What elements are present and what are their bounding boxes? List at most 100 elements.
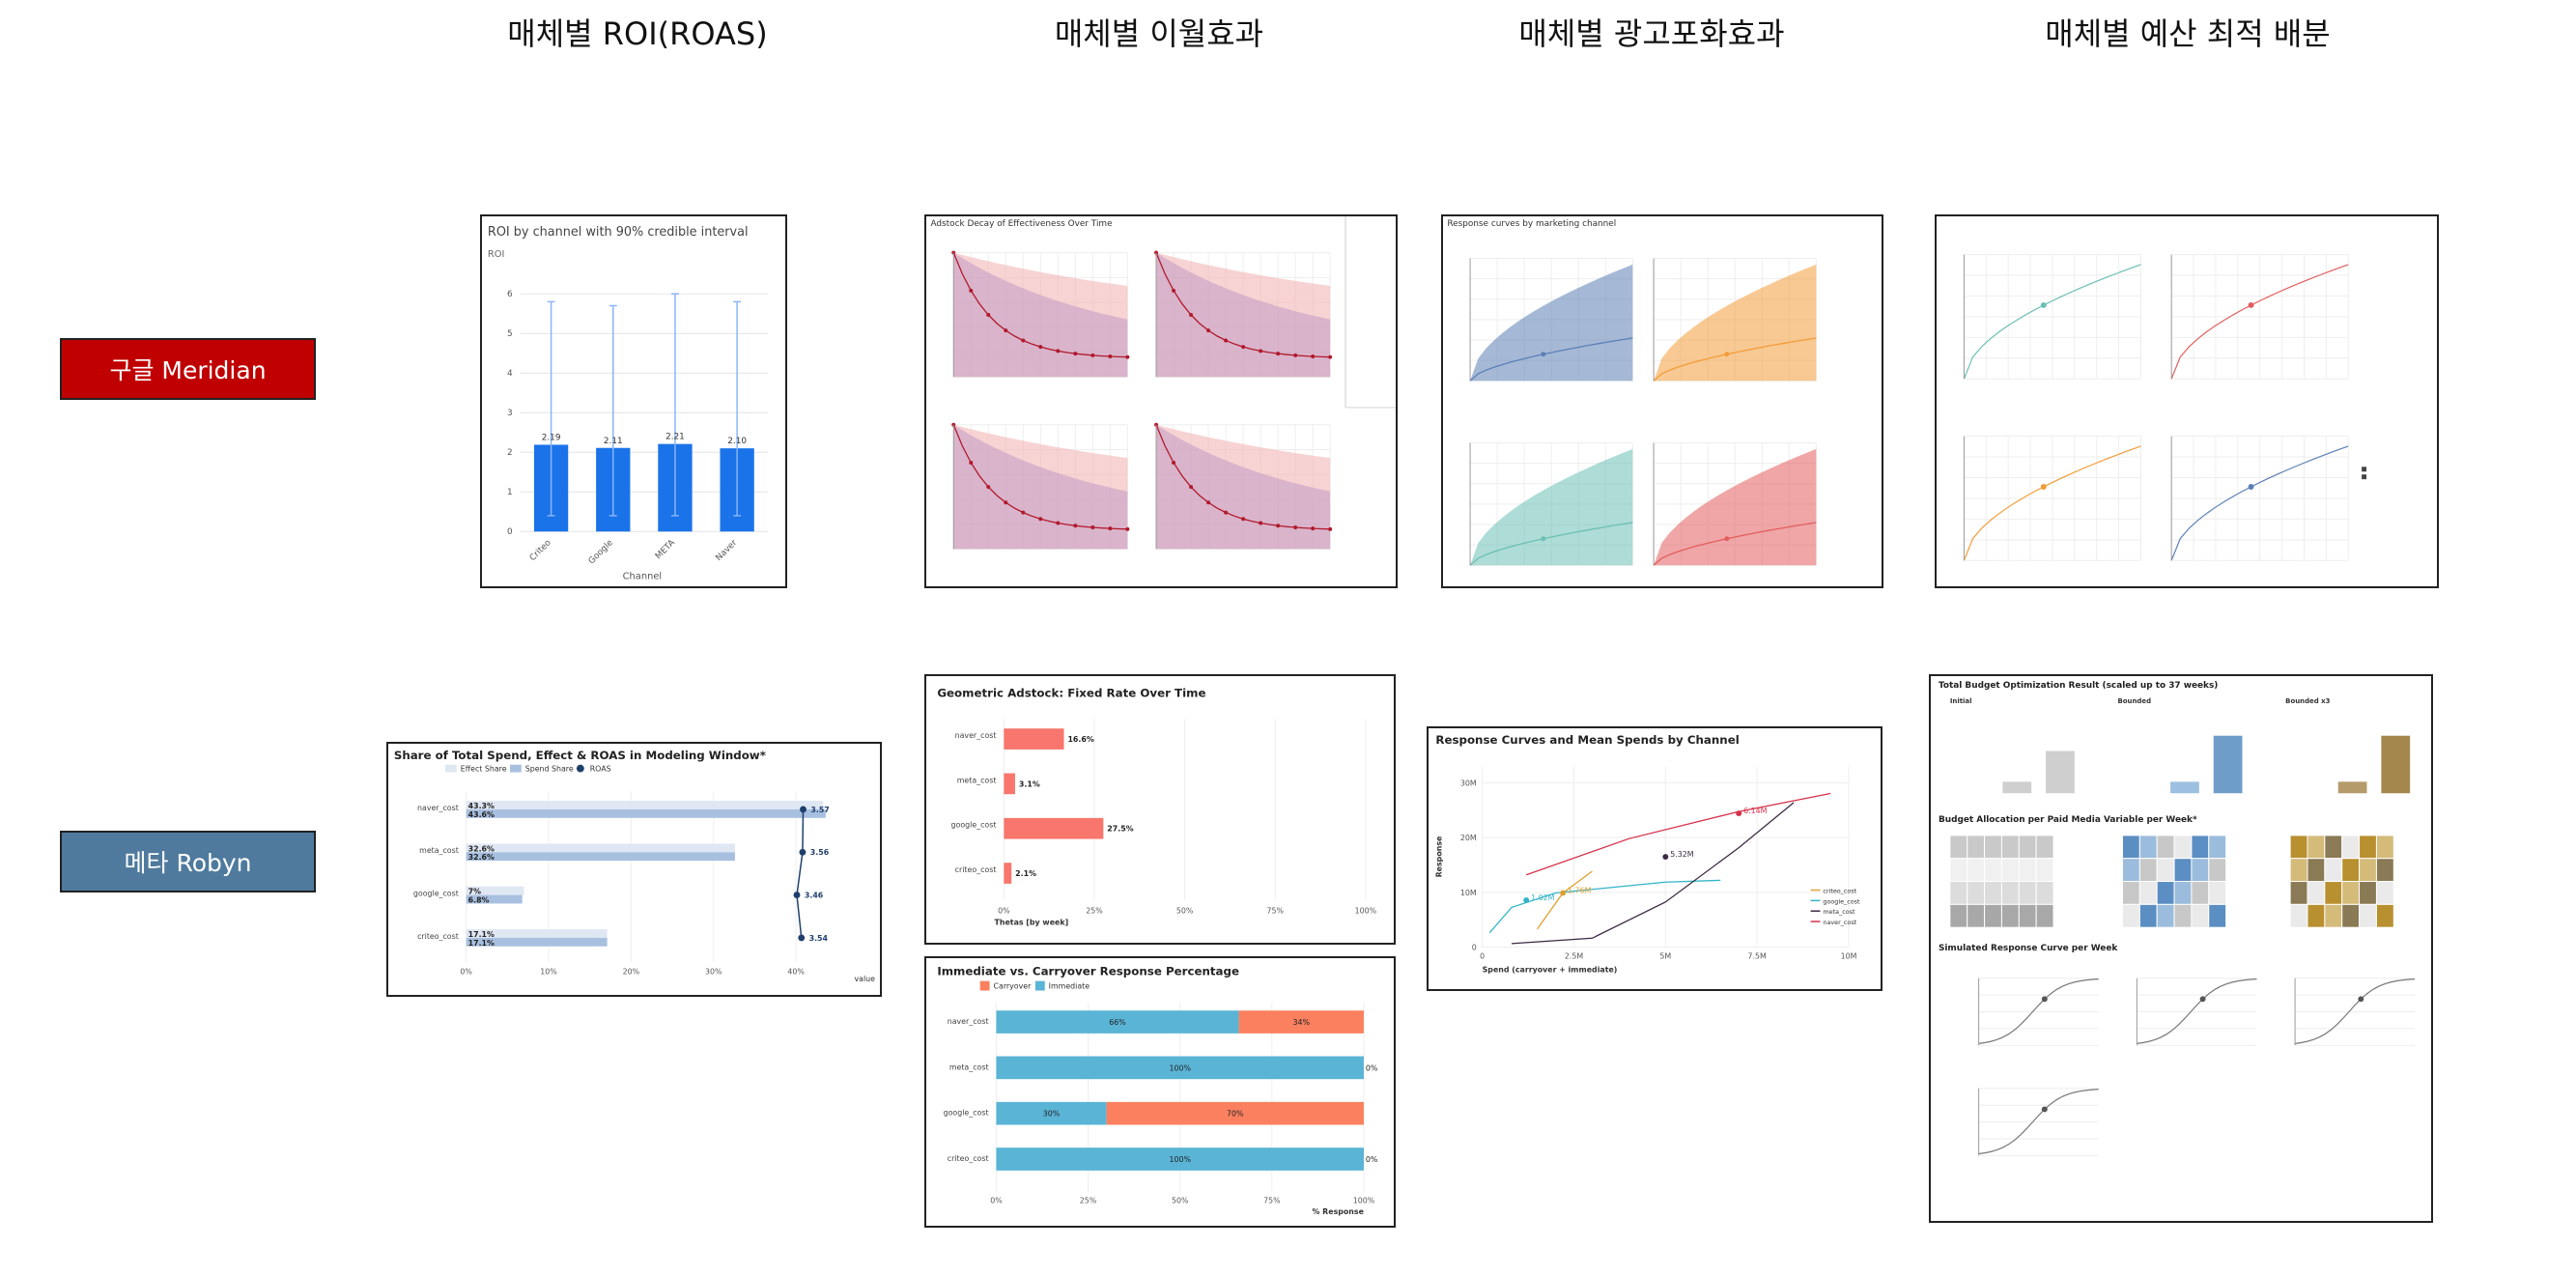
share-effect-bar (466, 843, 735, 853)
rc-mean-spend (1662, 854, 1669, 860)
adstock-point (1172, 288, 1176, 293)
adstock-posterior-band (1156, 424, 1331, 550)
adstock-point (1038, 517, 1043, 522)
rc-curve (1525, 792, 1831, 876)
geom-bar (1004, 728, 1064, 750)
adstock-point (1038, 345, 1043, 350)
adstock-point (1125, 526, 1130, 531)
adstock-point (1056, 349, 1061, 354)
adstock-point (1056, 521, 1061, 525)
response-line (1469, 337, 1633, 382)
alloc-cell-bounded-x3 (2375, 858, 2394, 883)
adstock-point (1293, 353, 1298, 357)
imm-legend-key (979, 980, 990, 991)
share-spend-bar (466, 808, 826, 818)
alloc-cell-bounded (2191, 903, 2210, 928)
imm-immediate-label: 100% (1169, 1155, 1191, 1164)
budget-spend-bar (2170, 781, 2199, 794)
share-legend-key (445, 764, 457, 773)
meridian-budget-chart (1963, 254, 2367, 561)
adstock-point (969, 288, 974, 293)
column-title-budget: 매체별 예산 최적 배분 (2045, 15, 2331, 52)
roi-y-tick: 6 (507, 290, 513, 299)
adstock-point (951, 250, 956, 255)
adstock-point (1021, 510, 1026, 515)
rc-legend-label: naver_cost (1823, 919, 1856, 926)
adstock-point (986, 485, 991, 490)
adstock-point (986, 313, 991, 317)
response-current-spend (1724, 352, 1730, 357)
geom-x-tick: 50% (1176, 906, 1194, 915)
imm-immediate-bar (996, 1010, 1239, 1034)
roi-y-tick: 3 (507, 409, 513, 418)
adstock-title: Adstock Decay of Effectiveness Over Time (930, 219, 1112, 229)
alloc-cell-initial (1949, 881, 1968, 905)
imm-legend-label: Immediate (1049, 982, 1090, 991)
roi-x-tick: Naver (714, 538, 739, 563)
adstock-prior-band (1156, 424, 1331, 550)
alloc-cell-bounded (2156, 835, 2175, 860)
robyn-budget-chart: Total Budget Optimization Result (scaled… (1939, 681, 2416, 1156)
adstock-point (1090, 525, 1095, 529)
share-roas-label: 3.56 (810, 848, 830, 857)
share-title: Share of Total Spend, Effect & ROAS in M… (394, 749, 766, 762)
share-x-tick: 40% (787, 967, 805, 976)
share-legend-key (509, 764, 522, 773)
alloc-cell-bounded-x3 (2359, 835, 2377, 860)
response-line (1469, 522, 1633, 566)
robyn-imm-panel: Immediate vs. Carryover Response Percent… (924, 956, 1396, 1228)
imm-carryover-label: 70% (1227, 1110, 1244, 1119)
alloc-cell-initial (2000, 903, 2020, 928)
adstock-prior-band (953, 252, 1128, 378)
alloc-cell-initial (2035, 903, 2054, 928)
adstock-point (1259, 349, 1263, 354)
share-roas-point (793, 892, 801, 899)
share-effect-bar (466, 929, 608, 938)
budget-response-bar (2381, 735, 2411, 794)
alloc-cell-initial (1984, 903, 2002, 928)
meridian-roi-panel: ROI by channel with 90% credible interva… (480, 214, 787, 588)
rc-mean-spend (1560, 890, 1567, 896)
alloc-cell-initial (2018, 903, 2037, 928)
share-roas-point (800, 806, 807, 813)
roi-value-label: 2.21 (665, 433, 685, 442)
alloc-cell-initial (2035, 858, 2054, 883)
share-legend-label: Effect Share (461, 765, 507, 774)
budget-optimal-point (2248, 484, 2254, 490)
imm-legend-key (1034, 980, 1045, 991)
alloc-cell-initial (1967, 881, 1986, 905)
geom-x-label: Thetas [by week] (994, 918, 1068, 926)
alloc-cell-bounded-x3 (2324, 858, 2343, 883)
column-title-saturation: 매체별 광고포화효과 (1518, 15, 1785, 52)
budget-curve (2170, 264, 2349, 380)
adstock-point (1328, 354, 1333, 359)
roi-y-tick: 4 (507, 369, 513, 379)
roi-value-label: 2.10 (727, 437, 747, 446)
budget-group-label: Bounded x3 (2285, 697, 2330, 705)
alloc-cell-bounded-x3 (2289, 835, 2308, 860)
share-legend-label: ROAS (590, 765, 611, 774)
imm-category-label: criteo_cost (948, 1154, 989, 1163)
alloc-cell-bounded (2156, 903, 2175, 928)
budget-curve (1963, 445, 2141, 561)
share-x-tick: 10% (540, 967, 557, 976)
adstock-point (1125, 354, 1130, 359)
imm-legend-label: Carryover (993, 982, 1032, 991)
share-category-label: google_cost (413, 890, 459, 898)
imm-carryover-label: 0% (1366, 1155, 1378, 1164)
adstock-point (1224, 510, 1229, 515)
budget-optimal-point (2248, 301, 2254, 308)
sim-point (2041, 1106, 2048, 1113)
robyn-budget-panel: Total Budget Optimization Result (scaled… (1929, 674, 2433, 1223)
alloc-cell-bounded (2138, 858, 2158, 883)
rc-y-tick: 30M (1460, 779, 1477, 787)
imm-carryover-bar (1238, 1010, 1364, 1034)
response-line (1653, 522, 1817, 566)
adstock-point (1259, 521, 1263, 525)
alloc-cell-initial (1967, 858, 1986, 883)
response-current-spend (1541, 536, 1546, 542)
share-roas-label: 3.57 (810, 806, 829, 814)
alloc-cell-bounded-x3 (2341, 835, 2361, 860)
alloc-cell-bounded-x3 (2307, 903, 2326, 928)
geom-value-label: 2.1% (1015, 869, 1036, 878)
